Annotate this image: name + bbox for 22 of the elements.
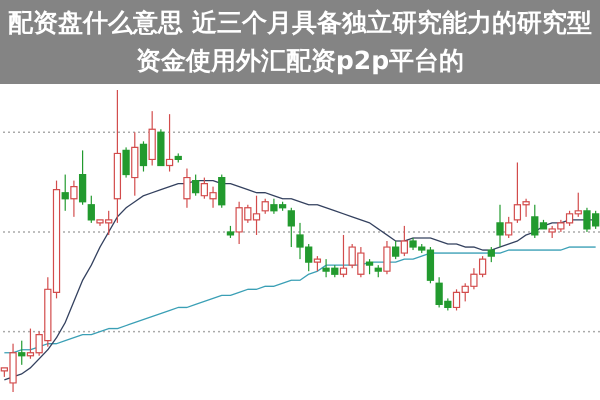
candlestick bbox=[262, 198, 269, 214]
candlestick bbox=[226, 225, 234, 239]
candlestick bbox=[505, 216, 512, 239]
candlestick bbox=[288, 207, 295, 248]
candlestick bbox=[340, 234, 348, 278]
candlestick bbox=[18, 340, 26, 366]
candlestick bbox=[88, 195, 95, 224]
candlestick bbox=[174, 152, 182, 164]
candlestick bbox=[192, 174, 200, 196]
candlestick bbox=[70, 180, 78, 218]
candlestick bbox=[366, 258, 374, 275]
candlestick bbox=[400, 225, 408, 257]
candlestick bbox=[140, 140, 148, 172]
candlestick bbox=[392, 240, 400, 260]
candlestick bbox=[314, 256, 322, 272]
candlestick bbox=[62, 174, 69, 212]
candlestick bbox=[183, 168, 191, 208]
chart-title: 配资盘什么意思 近三个月具备独立研究能力的研究型资金使用外汇配资p2p平台的 bbox=[7, 7, 593, 77]
candlestick bbox=[496, 204, 504, 248]
candlestick bbox=[374, 264, 382, 278]
candlestick bbox=[166, 114, 174, 172]
candlestick bbox=[488, 246, 495, 263]
